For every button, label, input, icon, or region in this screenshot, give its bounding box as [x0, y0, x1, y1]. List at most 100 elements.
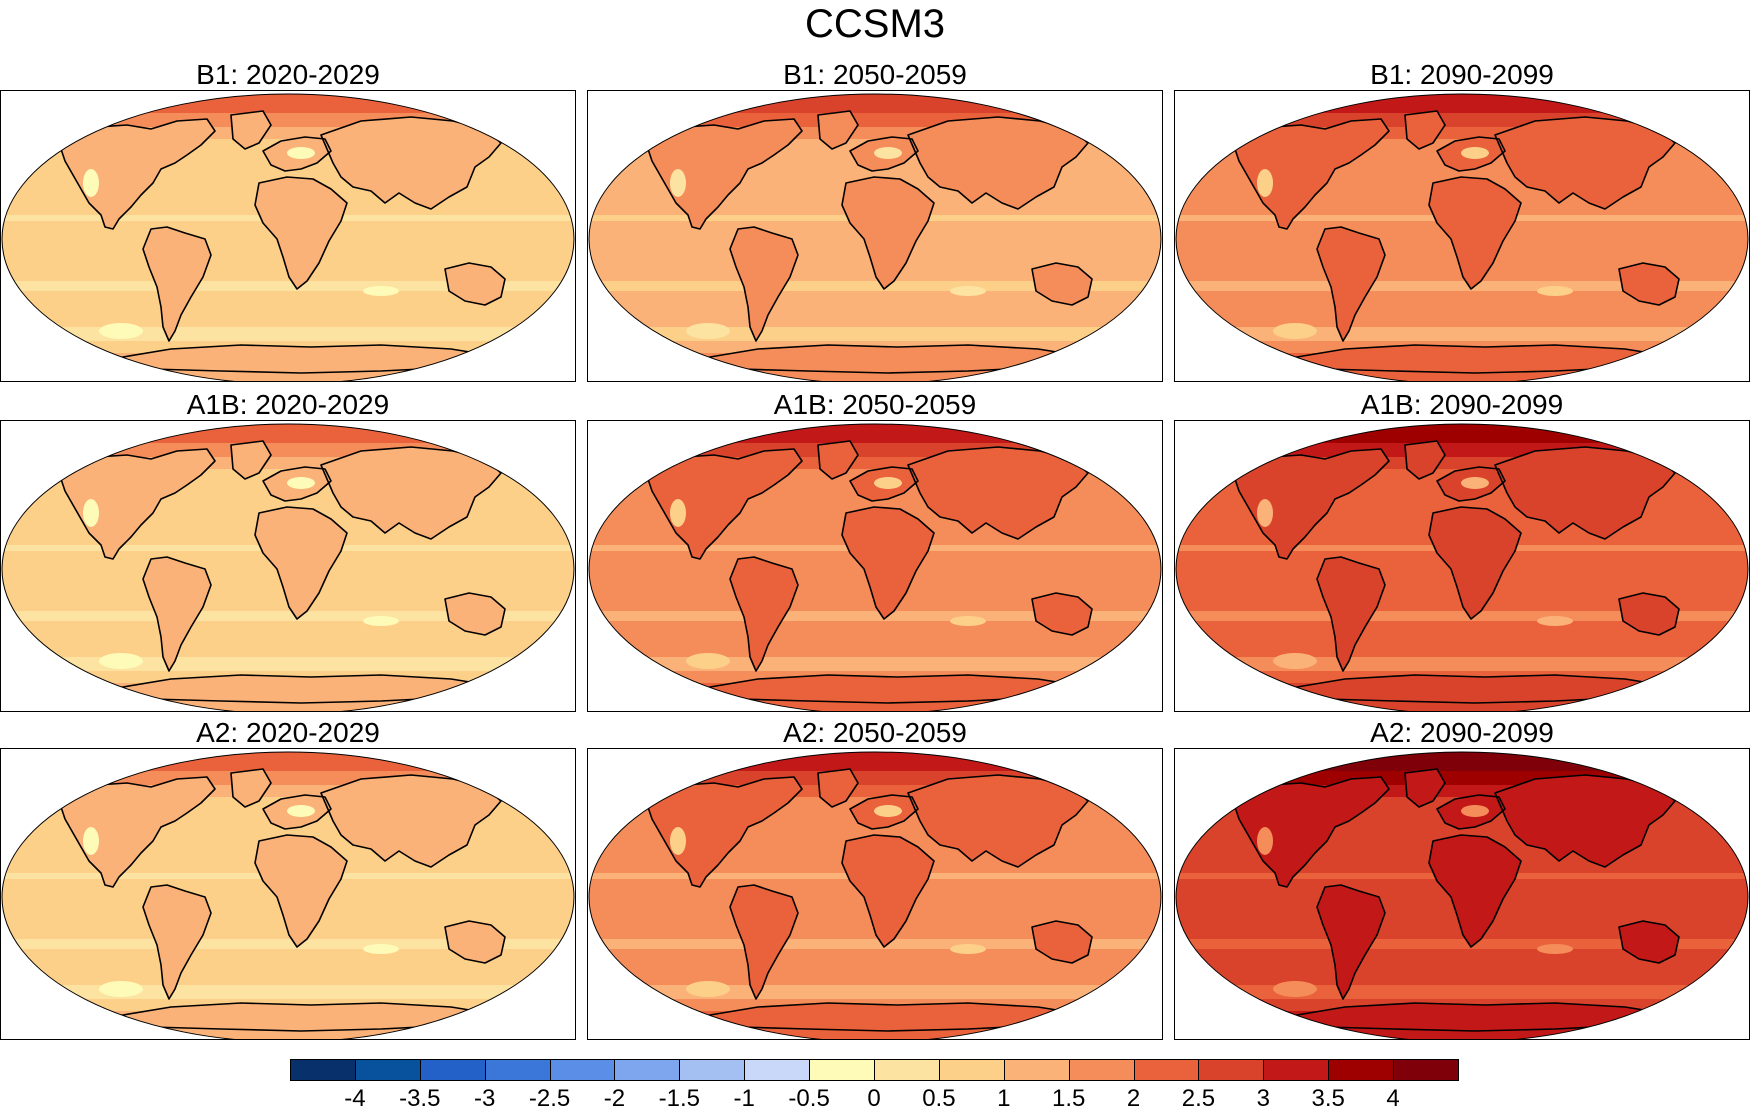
land-warming-patch [908, 775, 1088, 867]
coastline [841, 506, 935, 620]
cool-patch [950, 944, 986, 954]
coastline [1428, 176, 1522, 290]
land-warming-patch [445, 263, 505, 305]
land-warming-patch [842, 835, 934, 947]
land-warming-patch [1032, 921, 1092, 963]
temperature-band [1176, 771, 1748, 785]
colorbar-swatch [1393, 1059, 1459, 1081]
coastline [1316, 884, 1386, 1000]
coastline [1404, 110, 1446, 150]
land-warming-patch [61, 119, 215, 229]
map-frame [1174, 90, 1750, 382]
coastline [60, 118, 216, 230]
land-warming-patch [1429, 835, 1521, 947]
coastline [1618, 592, 1680, 636]
colorbar [290, 1059, 1459, 1083]
colorbar-tick-label: -0.5 [788, 1085, 830, 1112]
colorbar-swatch [1068, 1059, 1135, 1081]
cool-patch [83, 827, 99, 855]
colorbar-tick-label: 2.5 [1181, 1085, 1216, 1112]
coastline [1234, 776, 1390, 888]
coastline [254, 834, 348, 948]
figure-title: CCSM3 [804, 2, 946, 46]
land-warming-patch [445, 921, 505, 963]
cool-patch [950, 616, 986, 626]
map-outline [588, 93, 1162, 381]
cool-patch [670, 499, 686, 527]
map-outline [1175, 93, 1749, 381]
cool-patch [1257, 169, 1273, 197]
map-outline [1175, 751, 1749, 1039]
land-warming-patch [1619, 263, 1679, 305]
colorbar-swatch [1133, 1059, 1200, 1081]
land-warming-patch [1619, 593, 1679, 635]
map-outline [1, 93, 575, 381]
land-warming-patch [111, 675, 501, 703]
land-warming-patch [321, 447, 501, 539]
coastline [1316, 556, 1386, 672]
colorbar-tick-label: 0.5 [922, 1085, 956, 1112]
coastline [841, 834, 935, 948]
land-warming-patch [730, 227, 798, 341]
temperature-band [2, 281, 574, 291]
cool-patch [363, 286, 399, 296]
coastline [142, 556, 212, 672]
cool-patch [1257, 499, 1273, 527]
coastline [444, 262, 506, 306]
colorbar-swatch [1003, 1059, 1070, 1081]
temperature-band [1176, 327, 1748, 341]
cool-patch [1257, 827, 1273, 855]
temperature-band [2, 657, 574, 671]
land-warming-patch [1429, 177, 1521, 289]
panel-title: A1B: 2090-2099 [1360, 389, 1564, 420]
map-frame [587, 90, 1163, 382]
temperature-band [589, 771, 1161, 785]
land-warming-patch [842, 177, 934, 289]
coastline [60, 776, 216, 888]
coastline [1436, 466, 1506, 502]
temperature-band [1176, 939, 1748, 949]
cool-patch [363, 944, 399, 954]
land-warming-patch [1429, 507, 1521, 619]
colorbar-swatch [549, 1059, 616, 1081]
cool-patch [363, 616, 399, 626]
coastline [1618, 920, 1680, 964]
colorbar-swatch [290, 1059, 356, 1081]
map-frame [587, 420, 1163, 712]
cool-patch [874, 147, 902, 159]
temperature-band [2, 939, 574, 949]
temperature-band [1176, 443, 1748, 457]
coastline [262, 794, 332, 830]
cool-patch [83, 499, 99, 527]
land-warming-patch [1317, 557, 1385, 671]
coastline [230, 440, 272, 480]
map-svg [588, 93, 1162, 381]
map-svg [1, 751, 575, 1039]
cool-patch [287, 805, 315, 817]
land-warming-patch [698, 675, 1088, 703]
map-svg [1, 423, 575, 711]
land-warming-patch [1317, 885, 1385, 999]
coastline [1031, 262, 1093, 306]
map-svg [1175, 751, 1749, 1039]
land-warming-patch [1317, 227, 1385, 341]
land-warming-patch [255, 177, 347, 289]
land-warming-patch [698, 345, 1088, 373]
land-warming-patch [143, 227, 211, 341]
land-warming-patch [1495, 775, 1675, 867]
colorbar-tick-label: -1 [733, 1085, 755, 1112]
land-warming-patch [1495, 117, 1675, 209]
colorbar-tick-label: 1 [997, 1085, 1011, 1112]
cool-patch [686, 981, 730, 997]
map-svg [1175, 93, 1749, 381]
coastline [729, 226, 799, 342]
cool-patch [874, 477, 902, 489]
land-warming-patch [648, 449, 802, 559]
land-warming-patch [698, 1003, 1088, 1031]
coastline [647, 448, 803, 560]
panel-title: A2: 2090-2099 [1370, 717, 1554, 748]
coastline [1031, 920, 1093, 964]
land-warming-patch [1495, 447, 1675, 539]
coastline [849, 794, 919, 830]
coastline [647, 118, 803, 230]
